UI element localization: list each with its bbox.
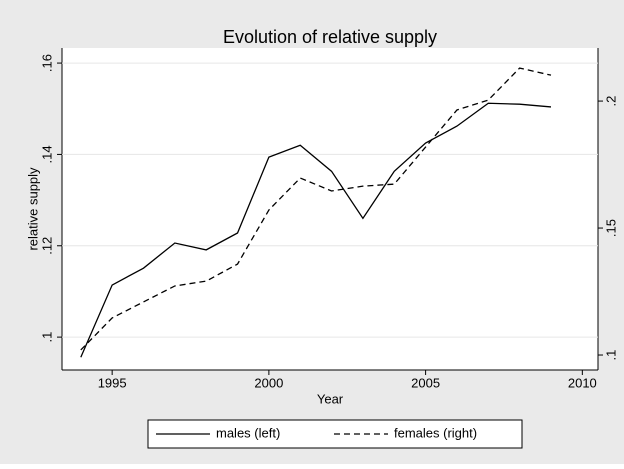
plot-area [62,48,598,370]
y-tick-label: .14 [39,145,54,163]
x-tick-label: 2000 [254,375,283,390]
y2-tick-label: .15 [603,219,618,237]
y-tick-label: .12 [39,237,54,255]
y-tick-label: .16 [39,54,54,72]
chart-title: Evolution of relative supply [223,27,437,47]
x-tick-label: 2010 [568,375,597,390]
legend-label: females (right) [394,425,477,440]
x-tick-label: 2005 [411,375,440,390]
y-tick-label: .1 [39,332,54,343]
x-tick-label: 1995 [98,375,127,390]
legend-label: males (left) [216,425,280,440]
x-axis-label: Year [317,391,344,406]
y2-tick-label: .2 [603,96,618,107]
y-axis-label: relative supply [25,167,40,251]
data-line [80,102,552,358]
data-line [80,67,552,351]
y2-tick-label: .1 [603,350,618,361]
